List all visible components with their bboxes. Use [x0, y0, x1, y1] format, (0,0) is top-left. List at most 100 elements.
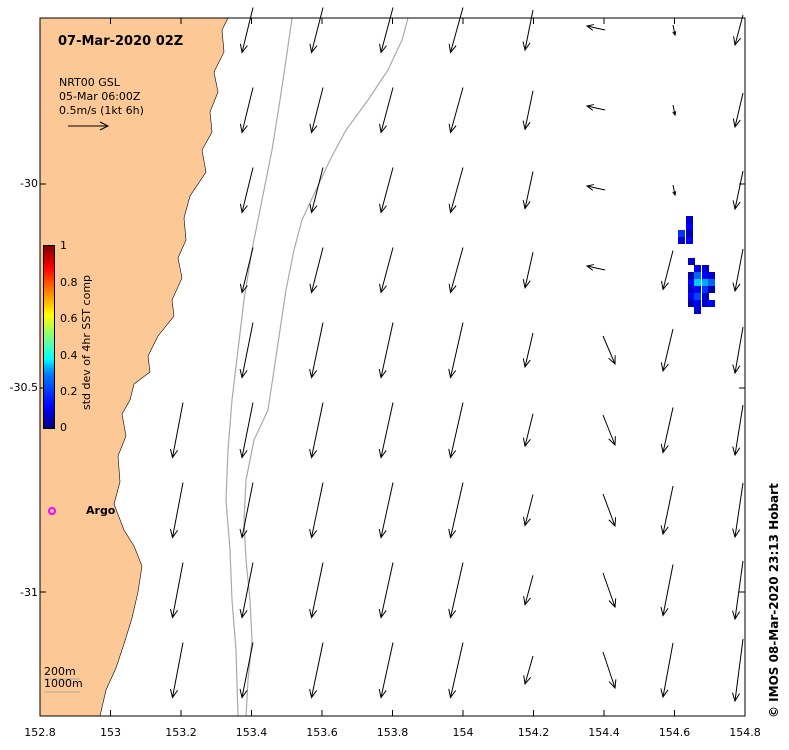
- current-vector: [672, 184, 677, 197]
- legend-date: 05-Mar 06:00Z: [59, 90, 141, 103]
- current-vector: [732, 326, 744, 375]
- x-tick-label: 154.6: [658, 726, 691, 739]
- x-tick-label: 154: [452, 726, 474, 739]
- sst-pixel: [702, 286, 709, 293]
- current-vector: [448, 402, 464, 459]
- current-vector: [523, 655, 534, 686]
- current-vector: [379, 247, 394, 294]
- x-tick-label: 154.4: [588, 726, 620, 739]
- current-vector: [602, 335, 616, 366]
- colorbar-tick: 0.8: [60, 276, 78, 289]
- sst-pixel: [686, 223, 693, 230]
- y-tick-label: -31: [20, 586, 38, 599]
- current-vector: [585, 104, 606, 111]
- sst-pixel: [694, 272, 701, 279]
- current-vector: [522, 171, 534, 210]
- x-tick-label: 153.4: [235, 726, 268, 739]
- legend-product: NRT00 GSL: [59, 76, 120, 89]
- depth-label-200m: 200m: [44, 665, 76, 678]
- credit-text: © IMOS 08-Mar-2020 23:13 Hobart: [767, 483, 781, 718]
- current-vector: [522, 413, 534, 448]
- sst-stddev-pixels: [678, 216, 715, 314]
- current-vector: [602, 493, 617, 528]
- sst-pixel: [702, 279, 709, 286]
- current-vector: [239, 482, 254, 539]
- current-vector: [239, 402, 254, 459]
- sst-pixel: [708, 279, 715, 286]
- current-vector: [448, 7, 464, 54]
- legend-scale: 0.5m/s (1kt 6h): [59, 104, 144, 117]
- depth-label-1000m: 1000m: [44, 677, 83, 690]
- current-vector: [660, 564, 674, 617]
- current-vector: [731, 638, 744, 703]
- sst-pixel: [694, 286, 701, 293]
- current-vector: [309, 167, 324, 214]
- current-vector: [672, 24, 677, 37]
- depth-contour-200m: [225, 17, 293, 717]
- current-vector: [378, 562, 394, 619]
- current-vector: [169, 482, 184, 539]
- current-vector: [672, 104, 677, 117]
- current-vector: [378, 322, 394, 379]
- land-mass: [39, 17, 229, 717]
- current-vector: [523, 494, 534, 527]
- current-vector: [733, 14, 744, 47]
- colorbar-tick: 1: [60, 239, 67, 252]
- current-vector: [602, 414, 616, 447]
- sst-pixel: [702, 265, 709, 272]
- current-vector: [732, 170, 744, 211]
- colorbar-tick: 0.4: [60, 349, 78, 362]
- colorbar: [43, 245, 55, 429]
- current-vector: [169, 642, 184, 699]
- x-tick-label: 154.8: [729, 726, 761, 739]
- current-vector: [379, 167, 394, 214]
- current-vector: [378, 402, 394, 459]
- sst-pixel: [694, 279, 701, 286]
- current-vector: [169, 562, 184, 619]
- sst-pixel: [694, 307, 701, 314]
- current-vector: [448, 482, 464, 539]
- sst-pixel: [708, 286, 715, 293]
- current-vector: [522, 252, 534, 289]
- x-tick-label: 154.2: [517, 726, 550, 739]
- x-tick-label: 152.8: [24, 726, 56, 739]
- current-vector: [660, 407, 674, 454]
- sst-pixel: [678, 237, 685, 244]
- current-vector: [448, 167, 464, 214]
- current-vector: [309, 87, 324, 134]
- sst-pixel: [702, 300, 709, 307]
- current-vector: [448, 87, 464, 134]
- sst-pixel: [708, 272, 715, 279]
- current-vector: [448, 247, 464, 294]
- current-vector: [448, 322, 464, 379]
- current-vector: [732, 92, 744, 129]
- sst-pixel: [686, 237, 693, 244]
- current-vector: [309, 402, 324, 459]
- current-vector: [732, 248, 744, 293]
- argo-label: Argo: [86, 504, 116, 517]
- current-vector: [732, 560, 744, 621]
- current-vector: [169, 402, 184, 459]
- sst-pixel: [678, 230, 685, 237]
- sst-pixel: [694, 265, 701, 272]
- y-tick-label: -30.5: [9, 381, 38, 394]
- current-vector: [239, 7, 254, 54]
- current-vector: [309, 562, 324, 619]
- sst-pixel: [688, 293, 695, 300]
- argo-marker: [48, 507, 56, 515]
- x-tick-label: 153.2: [165, 726, 197, 739]
- x-tick-label: 153.6: [306, 726, 338, 739]
- current-vector: [732, 404, 744, 457]
- current-vector: [522, 332, 534, 369]
- current-vector: [309, 642, 324, 699]
- current-vector: [602, 651, 617, 690]
- current-vector: [660, 328, 674, 373]
- current-vector: [309, 482, 324, 539]
- colorbar-label: std dev of 4hr SST comp: [80, 274, 93, 410]
- current-vector: [585, 184, 606, 191]
- colorbar-tick: 0.2: [60, 385, 78, 398]
- sst-pixel: [708, 300, 715, 307]
- current-vector: [239, 247, 254, 294]
- current-vectors: [169, 7, 744, 703]
- sst-pixel: [694, 293, 701, 300]
